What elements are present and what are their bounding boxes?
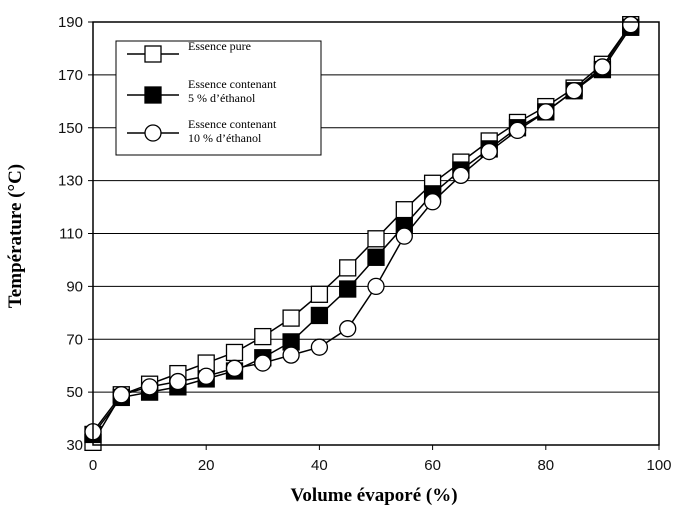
legend-label: 5 % d’éthanol <box>188 91 256 105</box>
data-point-essence-pure <box>254 327 272 346</box>
tick-labels: 30 50 70 90 110 130 150 170 190 0 20 40 60 80 100 <box>58 14 672 474</box>
data-point-essence-10pct-ethanol <box>282 346 300 364</box>
data-point-essence-10pct-ethanol <box>197 367 215 385</box>
data-point-essence-10pct-ethanol <box>480 142 498 161</box>
data-point-essence-pure <box>310 285 329 303</box>
x-tick-label: 0 <box>89 457 97 474</box>
data-point-essence-10pct-ethanol <box>112 386 130 404</box>
data-point-essence-10pct-ethanol <box>395 227 413 245</box>
x-tick-label: 60 <box>424 457 441 474</box>
series-layer <box>84 15 640 452</box>
data-point-essence-pure <box>225 343 244 362</box>
series-essence-10pct-ethanol <box>84 15 640 441</box>
y-tick-label: 150 <box>58 120 83 137</box>
data-point-essence-10pct-ethanol <box>622 15 640 34</box>
y-tick-label: 30 <box>66 437 83 454</box>
data-point-essence-pure <box>367 230 385 248</box>
data-point-essence-5pct-ethanol <box>339 280 357 298</box>
x-axis-title: Volume évaporé (%) <box>290 485 457 506</box>
data-point-essence-10pct-ethanol <box>169 372 187 391</box>
data-point-essence-10pct-ethanol <box>254 354 272 372</box>
x-tick-label: 20 <box>198 457 215 474</box>
data-point-essence-pure <box>339 259 357 277</box>
x-tick-label: 80 <box>537 457 554 474</box>
y-tick-label: 130 <box>58 173 83 190</box>
data-point-essence-10pct-ethanol <box>310 338 329 356</box>
data-point-essence-10pct-ethanol <box>367 277 385 296</box>
data-point-essence-10pct-ethanol <box>565 82 583 100</box>
data-point-essence-10pct-ethanol <box>537 103 555 121</box>
data-point-essence-pure <box>282 309 300 327</box>
legend-label: Essence pure <box>188 39 251 53</box>
legend-label: Essence contenant <box>188 117 277 131</box>
data-point-essence-10pct-ethanol <box>593 58 612 76</box>
data-point-essence-10pct-ethanol <box>225 359 244 377</box>
data-point-essence-5pct-ethanol <box>367 248 385 266</box>
legend-label: Essence contenant <box>188 77 277 91</box>
data-point-essence-10pct-ethanol <box>423 193 442 211</box>
legend-marker-essence-10pct-ethanol <box>144 124 162 142</box>
y-axis-title: Température (°C) <box>5 164 26 308</box>
data-point-essence-10pct-ethanol <box>508 121 527 140</box>
y-tick-label: 110 <box>59 226 83 243</box>
y-tick-label: 170 <box>58 67 83 84</box>
legend-item-essence-pure: Essence pure <box>127 39 251 63</box>
y-tick-label: 70 <box>66 331 83 348</box>
x-tick-label: 40 <box>311 457 328 474</box>
y-tick-label: 190 <box>58 14 83 31</box>
y-tick-label: 90 <box>66 278 83 295</box>
legend-marker-essence-pure <box>144 45 162 63</box>
x-tick-label: 100 <box>646 457 671 474</box>
data-point-essence-5pct-ethanol <box>310 306 329 325</box>
data-point-essence-pure <box>395 201 413 219</box>
data-point-essence-10pct-ethanol <box>452 166 470 184</box>
data-point-essence-10pct-ethanol <box>140 378 159 396</box>
data-point-essence-10pct-ethanol <box>339 320 357 338</box>
legend-label: 10 % d’éthanol <box>188 131 262 145</box>
legend-marker-essence-5pct-ethanol <box>144 86 162 104</box>
plot-frame <box>92 21 660 446</box>
y-tick-label: 50 <box>66 384 83 401</box>
